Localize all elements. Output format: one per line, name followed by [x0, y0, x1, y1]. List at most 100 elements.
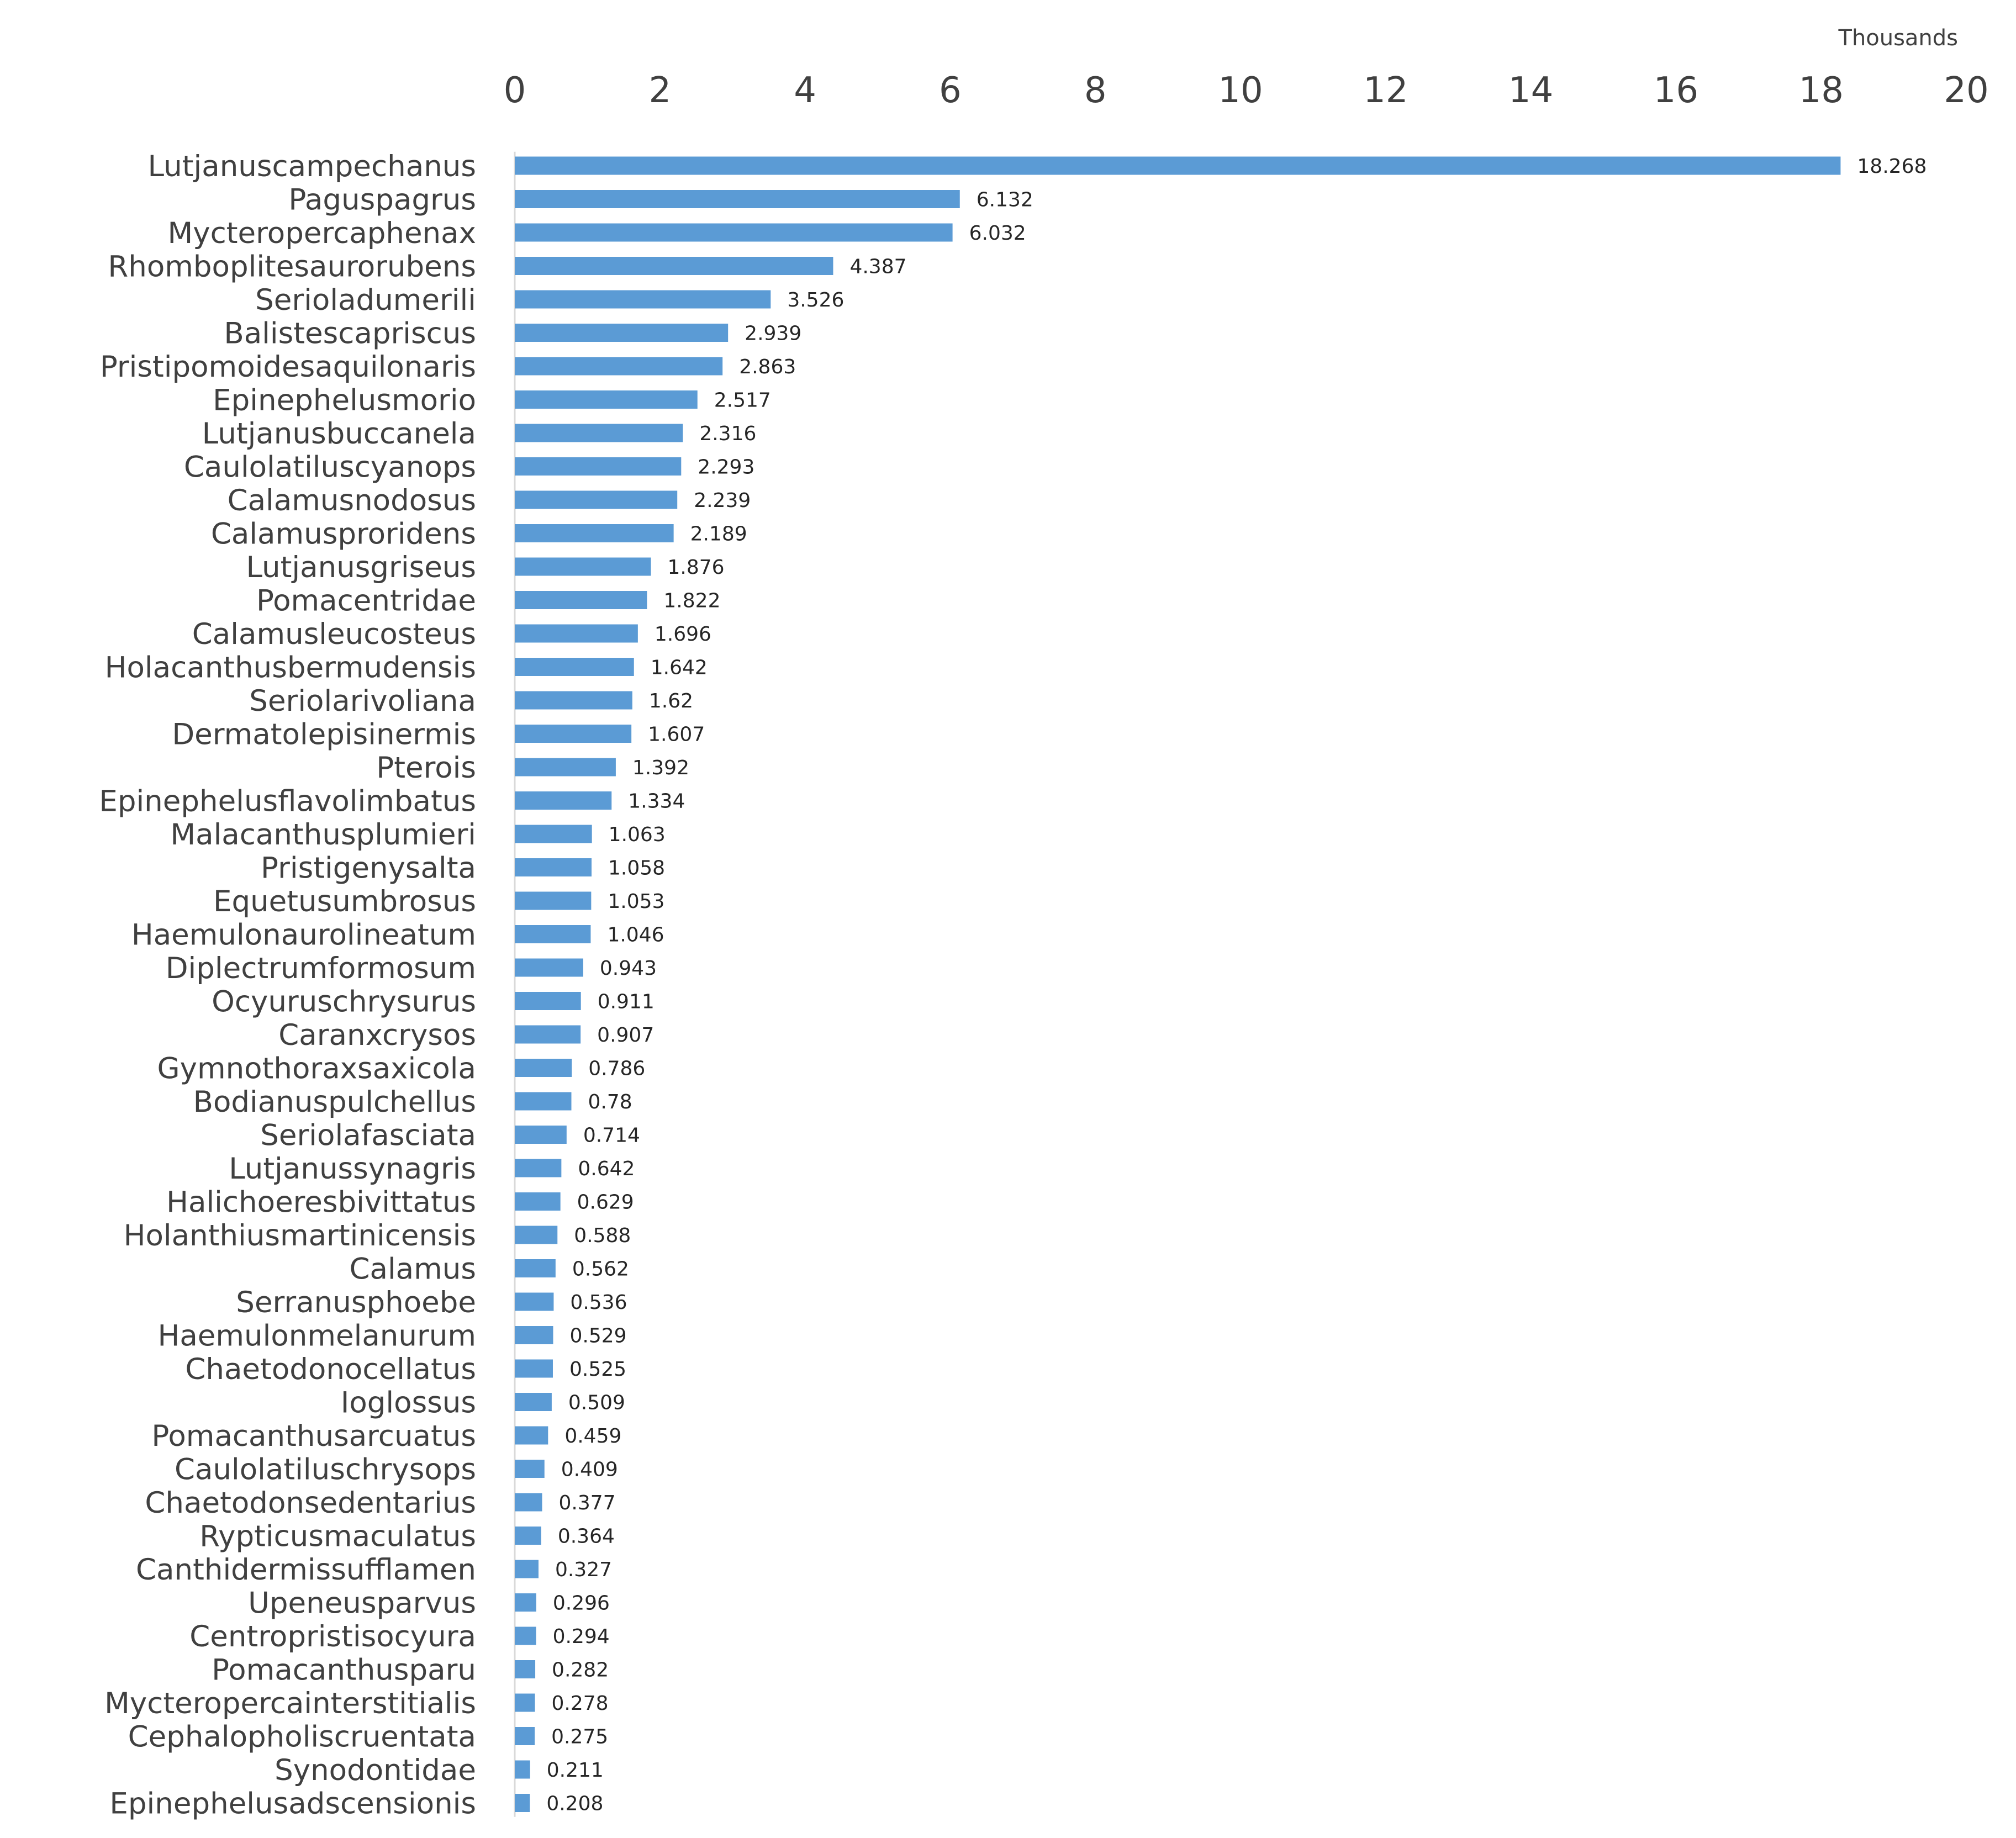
category-label: Dermatolepisinermis — [172, 718, 476, 752]
category-label: Caranxcrysos — [278, 1018, 476, 1052]
bar — [515, 1593, 536, 1612]
bar — [515, 390, 698, 409]
category-label: Pomacanthusarcuatus — [151, 1419, 476, 1453]
x-tick-labels: 0 2 4 6 8 10 12 14 16 18 20 — [504, 70, 1989, 111]
category-label: Gymnothoraxsaxicola — [157, 1052, 476, 1086]
bar — [515, 357, 723, 376]
bar — [515, 925, 591, 943]
data-label: 0.714 — [583, 1124, 640, 1147]
data-label: 0.943 — [600, 957, 657, 980]
bar — [515, 758, 616, 777]
category-label: Lutjanussynagris — [229, 1152, 476, 1186]
category-label: Epinephelusadscensionis — [109, 1787, 476, 1821]
bar — [515, 1460, 545, 1478]
bars — [515, 156, 1841, 1812]
bar — [515, 223, 953, 242]
category-label: Ocyuruschrysurus — [212, 985, 476, 1019]
data-label: 1.058 — [608, 857, 665, 880]
data-label: 2.517 — [714, 389, 771, 412]
bar — [515, 290, 771, 309]
bar — [515, 825, 592, 843]
category-label: Upeneusparvus — [248, 1587, 476, 1620]
data-label: 6.132 — [977, 189, 1033, 212]
category-label: Balistescapriscus — [224, 317, 476, 351]
data-label: 2.293 — [698, 456, 754, 479]
category-label: Ioglossus — [341, 1386, 476, 1420]
category-label: Epinephelusmorio — [213, 384, 476, 418]
bar — [515, 858, 592, 876]
category-label: Seriolarivoliana — [249, 684, 476, 718]
bar — [515, 1192, 561, 1211]
category-label: Cephalopholiscruentata — [128, 1720, 476, 1754]
data-label: 0.282 — [552, 1659, 609, 1682]
data-label: 0.907 — [597, 1024, 654, 1047]
category-label: Bodianuspulchellus — [193, 1085, 476, 1119]
axis-unit-label: Thousands — [1838, 25, 1958, 51]
data-label: 0.296 — [553, 1592, 610, 1615]
category-label: Calamusproridens — [211, 517, 476, 551]
bar — [515, 1560, 539, 1578]
data-label: 0.364 — [558, 1525, 615, 1548]
x-tick-label: 8 — [1084, 70, 1107, 111]
category-label: Centropristisocyura — [189, 1620, 476, 1654]
bar — [515, 1426, 548, 1445]
category-label: Epinephelusflavolimbatus — [99, 785, 476, 818]
data-label: 0.208 — [546, 1793, 603, 1815]
category-labels: LutjanuscampechanusPaguspagrusMycteroper… — [99, 150, 476, 1821]
category-label: Seriolafasciata — [260, 1119, 476, 1153]
category-label: Calamusnodosus — [228, 484, 476, 517]
category-label: Mycteropercaphenax — [168, 216, 476, 250]
data-label: 2.316 — [699, 422, 756, 445]
data-label: 0.529 — [570, 1325, 627, 1348]
bar — [515, 1660, 536, 1678]
x-tick-label: 2 — [648, 70, 671, 111]
bar — [515, 156, 1841, 175]
category-label: Lutjanuscampechanus — [148, 150, 476, 183]
bar — [515, 992, 581, 1010]
category-label: Synodontidae — [275, 1754, 476, 1787]
category-label: Equetusumbrosus — [213, 885, 476, 918]
bar — [515, 424, 683, 442]
x-tick-label: 6 — [939, 70, 962, 111]
bar — [515, 1159, 562, 1177]
data-label: 0.525 — [569, 1358, 626, 1381]
category-label: Haemulonaurolineatum — [131, 918, 476, 952]
data-label: 0.377 — [559, 1492, 616, 1514]
data-label: 1.876 — [668, 556, 725, 579]
x-tick-label: 16 — [1654, 70, 1698, 111]
data-label: 1.053 — [608, 890, 664, 913]
data-label: 1.046 — [607, 924, 664, 947]
bar — [515, 658, 634, 676]
data-label: 1.063 — [609, 823, 666, 846]
category-label: Lutjanusgriseus — [246, 551, 476, 584]
bar — [515, 1359, 553, 1378]
category-label: Canthidermissufflamen — [136, 1553, 476, 1587]
x-tick-label: 0 — [504, 70, 526, 111]
bar — [515, 1493, 542, 1512]
bar — [515, 457, 682, 476]
data-label: 1.696 — [655, 623, 711, 646]
data-label: 0.509 — [568, 1392, 625, 1414]
data-label: 0.294 — [553, 1625, 610, 1648]
bar — [515, 1393, 552, 1411]
data-label: 0.786 — [588, 1058, 645, 1080]
category-label: Mycteropercainterstitialis — [104, 1687, 476, 1720]
bar — [515, 324, 729, 342]
category-label: Paguspagrus — [288, 183, 476, 217]
category-label: Pterois — [376, 751, 476, 785]
data-label: 0.327 — [555, 1559, 612, 1581]
bar — [515, 691, 632, 710]
bar — [515, 1025, 581, 1044]
x-tick-label: 20 — [1944, 70, 1988, 111]
bar — [515, 1760, 530, 1779]
data-label: 2.939 — [745, 323, 801, 345]
x-tick-label: 14 — [1508, 70, 1553, 111]
data-label: 0.278 — [552, 1692, 609, 1715]
bar — [515, 190, 960, 208]
bar — [515, 257, 833, 275]
bar — [515, 1727, 535, 1745]
category-label: Halichoeresbivittatus — [166, 1186, 476, 1219]
